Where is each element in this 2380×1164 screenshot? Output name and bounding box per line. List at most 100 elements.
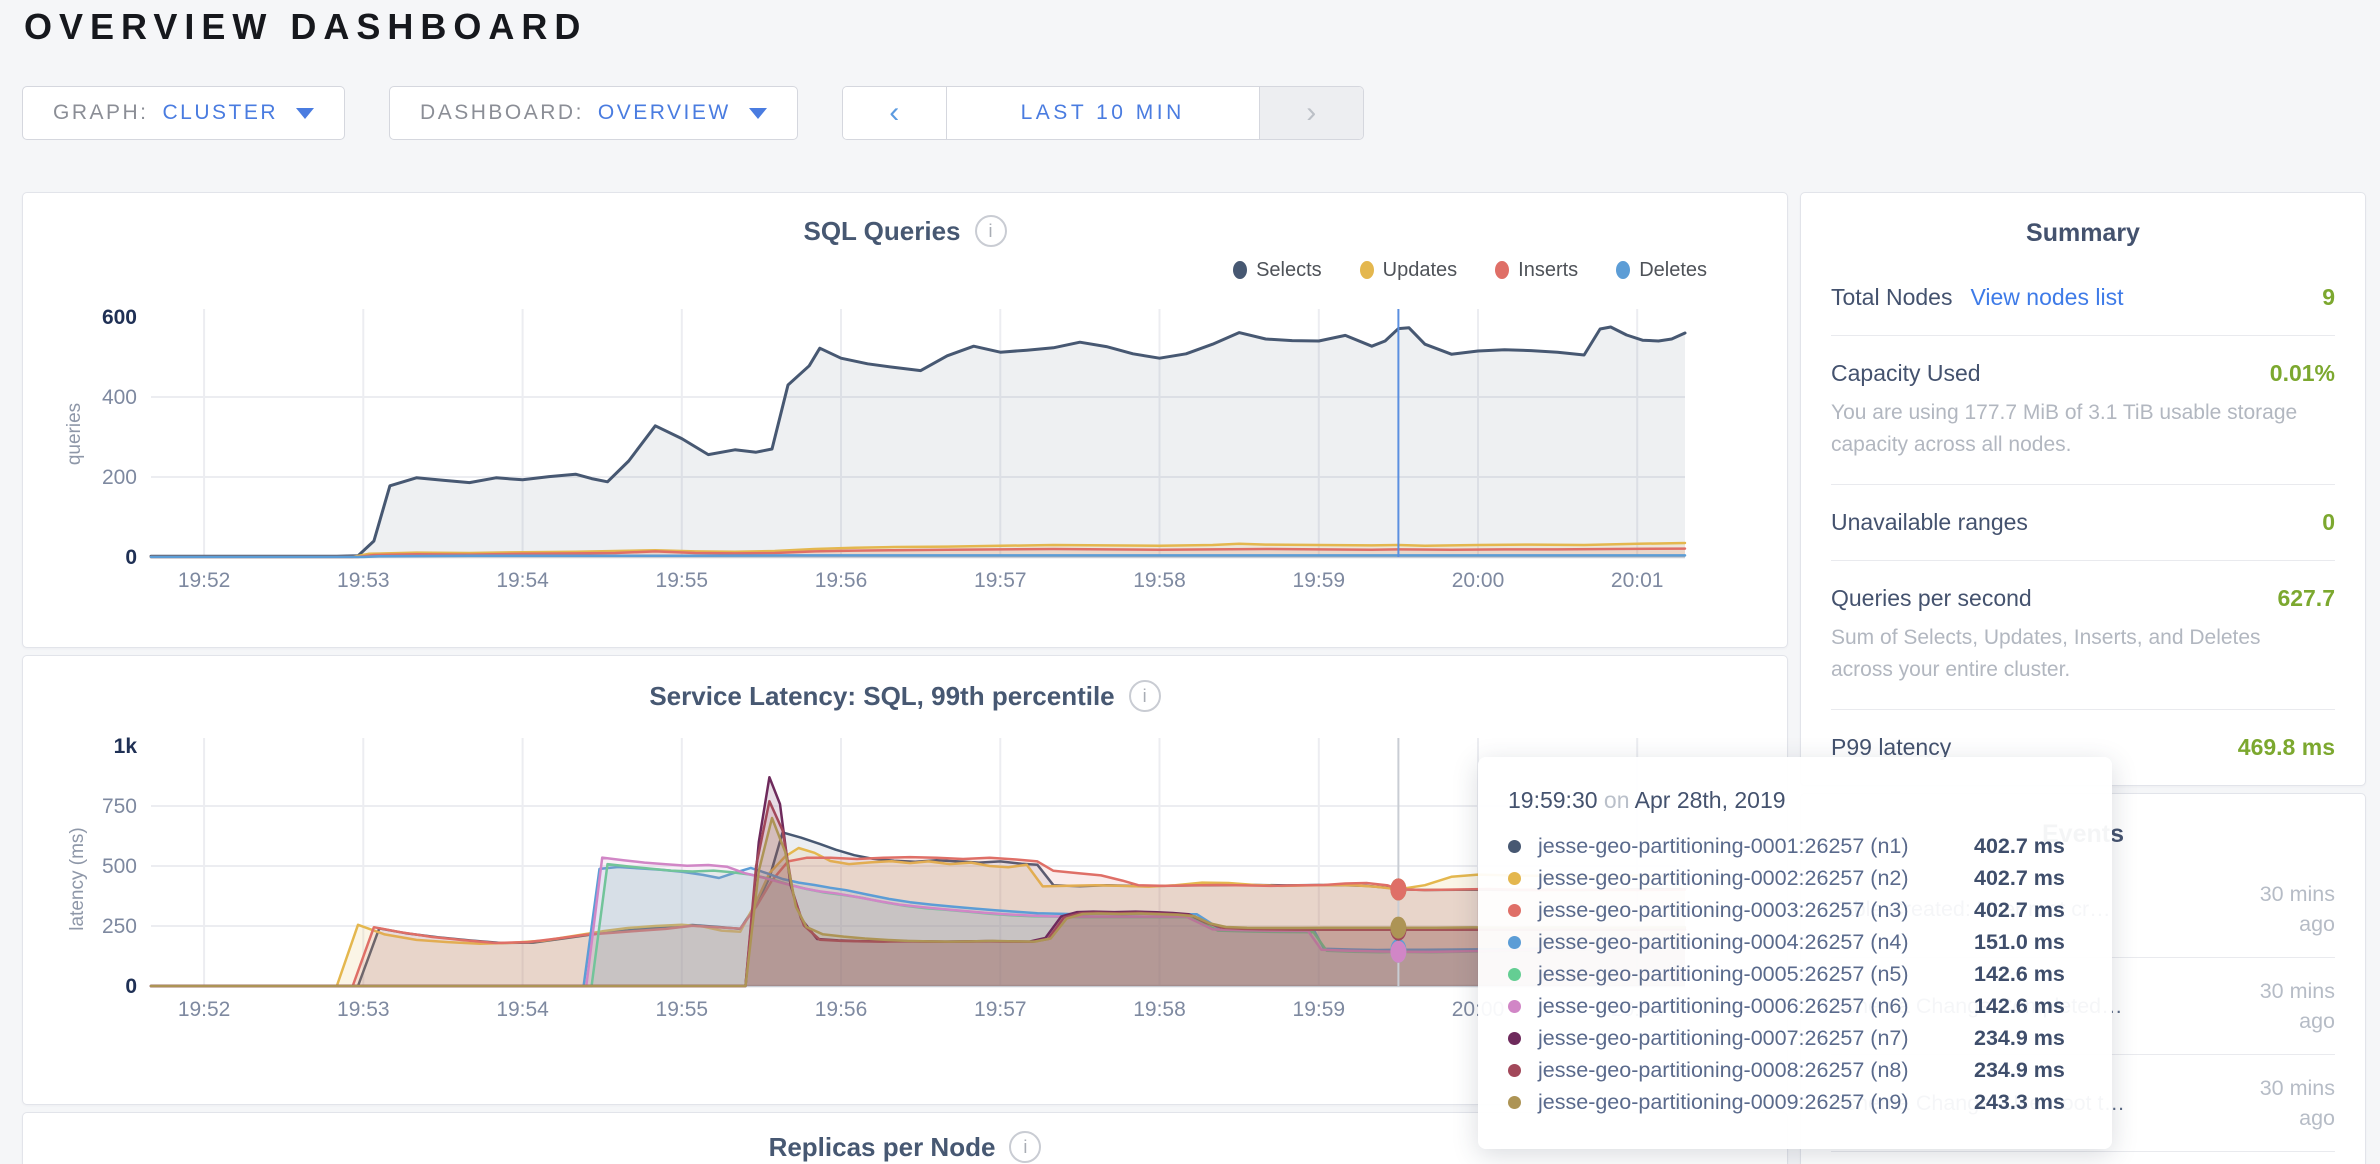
node-latency-value: 402.7 ms bbox=[1974, 897, 2065, 922]
chart-hover-tooltip: 19:59:30 on Apr 28th, 2019 jesse-geo-par… bbox=[1478, 757, 2112, 1149]
node-latency-value: 142.6 ms bbox=[1974, 993, 2065, 1018]
node-latency-value: 402.7 ms bbox=[1974, 865, 2065, 890]
replicas-title: Replicas per Node bbox=[768, 1131, 996, 1162]
graph-dropdown-value: CLUSTER bbox=[162, 101, 279, 124]
updates-dot-icon bbox=[1359, 261, 1374, 279]
svg-text:0: 0 bbox=[125, 546, 137, 569]
dashboard-dropdown[interactable]: DASHBOARD: OVERVIEW bbox=[389, 86, 798, 140]
p99-latency-value: 469.8 ms bbox=[2237, 734, 2335, 760]
tooltip-row: jesse-geo-partitioning-0007:26257 (n7) 2… bbox=[1508, 1022, 2082, 1054]
summary-card: Summary Total Nodes View nodes list 9 Ca… bbox=[1800, 192, 2366, 786]
node-latency-value: 151.0 ms bbox=[1974, 929, 2065, 954]
sql-queries-chart[interactable]: 19:52 19:53 19:54 19:55 19:56 19:57 19:58 19:59… bbox=[23, 299, 1785, 599]
legend-item-inserts[interactable]: Inserts bbox=[1495, 257, 1578, 283]
selects-dot-icon bbox=[1233, 261, 1248, 279]
svg-text:19:53: 19:53 bbox=[337, 998, 390, 1021]
view-nodes-list-link[interactable]: View nodes list bbox=[1970, 284, 2124, 310]
svg-text:19:56: 19:56 bbox=[815, 998, 868, 1021]
p99-latency-label: P99 latency bbox=[1831, 734, 1952, 760]
node-name: jesse-geo-partitioning-0001:26257 (n1) bbox=[1538, 833, 1909, 858]
chevron-down-icon bbox=[296, 107, 315, 119]
dashboard-dropdown-label: DASHBOARD: bbox=[420, 101, 584, 124]
svg-text:20:01: 20:01 bbox=[1611, 569, 1664, 592]
svg-text:19:57: 19:57 bbox=[974, 569, 1027, 592]
chevron-right-icon: › bbox=[1306, 96, 1317, 129]
tooltip-timestamp: 19:59:30 on Apr 28th, 2019 bbox=[1508, 787, 2082, 814]
summary-row-unavailable-ranges: Unavailable ranges 0 bbox=[1831, 485, 2335, 561]
svg-text:19:57: 19:57 bbox=[974, 998, 1027, 1021]
svg-text:19:58: 19:58 bbox=[1133, 998, 1186, 1021]
chevron-down-icon bbox=[748, 107, 767, 119]
sql-queries-title-row: SQL Queries i bbox=[23, 193, 1787, 247]
replicas-title-row: Replicas per Node i bbox=[23, 1113, 1787, 1163]
node-name: jesse-geo-partitioning-0003:26257 (n3) bbox=[1538, 897, 1909, 922]
chevron-left-icon: ‹ bbox=[889, 96, 900, 129]
sql-y-axis-label: queries bbox=[64, 402, 85, 466]
legend-item-selects[interactable]: Selects bbox=[1233, 257, 1322, 283]
svg-text:19:59: 19:59 bbox=[1293, 998, 1346, 1021]
tooltip-time: 19:59:30 bbox=[1508, 787, 1598, 813]
node-name: jesse-geo-partitioning-0006:26257 (n6) bbox=[1538, 993, 1909, 1018]
node-dot-icon bbox=[1508, 967, 1521, 981]
legend-item-updates[interactable]: Updates bbox=[1359, 257, 1458, 283]
node-dot-icon bbox=[1508, 1063, 1521, 1077]
service-latency-title: Service Latency: SQL, 99th percentile bbox=[649, 680, 1115, 711]
node-dot-icon bbox=[1508, 1095, 1521, 1109]
svg-text:250: 250 bbox=[102, 915, 137, 938]
svg-text:19:54: 19:54 bbox=[496, 569, 549, 592]
node-dot-icon bbox=[1508, 903, 1521, 917]
info-icon[interactable]: i bbox=[1128, 680, 1161, 712]
sql-queries-card: SQL Queries i Selects Updates Inserts bbox=[22, 192, 1788, 648]
graph-dropdown-label: GRAPH: bbox=[53, 101, 149, 124]
summary-row-p99-latency: P99 latency 469.8 ms bbox=[1831, 710, 2335, 785]
svg-text:19:58: 19:58 bbox=[1133, 569, 1186, 592]
svg-text:19:54: 19:54 bbox=[496, 998, 549, 1021]
graph-dropdown[interactable]: GRAPH: CLUSTER bbox=[22, 86, 346, 140]
sql-queries-legend: Selects Updates Inserts Deletes bbox=[23, 257, 1707, 283]
tooltip-row: jesse-geo-partitioning-0003:26257 (n3) 4… bbox=[1508, 894, 2082, 926]
latency-y-axis-label: latency (ms) bbox=[67, 827, 88, 931]
qps-value: 627.7 bbox=[2277, 585, 2335, 611]
tooltip-row: jesse-geo-partitioning-0004:26257 (n4) 1… bbox=[1508, 926, 2082, 958]
time-range-value[interactable]: LAST 10 MIN bbox=[1020, 101, 1185, 124]
tooltip-row: jesse-geo-partitioning-0008:26257 (n8) 2… bbox=[1508, 1054, 2082, 1086]
dashboard-dropdown-value: OVERVIEW bbox=[597, 101, 731, 124]
summary-row-capacity-used: Capacity Used 0.01% You are using 177.7 … bbox=[1831, 336, 2335, 485]
tooltip-row: jesse-geo-partitioning-0005:26257 (n5) 1… bbox=[1508, 958, 2082, 990]
event-time: 30 mins ago bbox=[2259, 978, 2335, 1033]
tooltip-row: jesse-geo-partitioning-0002:26257 (n2) 4… bbox=[1508, 862, 2082, 894]
node-name: jesse-geo-partitioning-0004:26257 (n4) bbox=[1538, 929, 1909, 954]
sql-queries-title: SQL Queries bbox=[803, 215, 961, 246]
node-name: jesse-geo-partitioning-0007:26257 (n7) bbox=[1538, 1025, 1909, 1050]
node-name: jesse-geo-partitioning-0005:26257 (n5) bbox=[1538, 961, 1909, 986]
event-time: 30 mins ago bbox=[2259, 881, 2335, 936]
info-icon[interactable]: i bbox=[974, 215, 1007, 247]
legend-item-deletes[interactable]: Deletes bbox=[1616, 257, 1707, 283]
node-latency-value: 243.3 ms bbox=[1974, 1089, 2065, 1114]
legend-label: Updates bbox=[1382, 258, 1458, 281]
node-dot-icon bbox=[1508, 871, 1521, 885]
node-name: jesse-geo-partitioning-0002:26257 (n2) bbox=[1538, 865, 1909, 890]
legend-label: Deletes bbox=[1639, 258, 1707, 281]
info-icon[interactable]: i bbox=[1009, 1131, 1042, 1163]
svg-text:750: 750 bbox=[102, 795, 137, 818]
summary-row-total-nodes: Total Nodes View nodes list 9 bbox=[1831, 260, 2335, 336]
service-latency-chart[interactable]: 19:52 19:53 19:54 19:55 19:56 19:57 19:58 19:59… bbox=[23, 728, 1785, 1028]
node-dot-icon bbox=[1508, 839, 1521, 853]
time-prev-button[interactable]: ‹ bbox=[842, 87, 947, 139]
summary-title: Summary bbox=[2026, 219, 2140, 247]
svg-text:500: 500 bbox=[102, 855, 137, 878]
capacity-used-label: Capacity Used bbox=[1831, 360, 1981, 386]
total-nodes-value: 9 bbox=[2322, 284, 2335, 310]
tooltip-on: on bbox=[1603, 787, 1630, 813]
qps-label: Queries per second bbox=[1831, 585, 2032, 611]
svg-text:19:56: 19:56 bbox=[815, 569, 868, 592]
time-next-button[interactable]: › bbox=[1258, 87, 1363, 139]
service-latency-title-row: Service Latency: SQL, 99th percentile i bbox=[23, 656, 1787, 712]
node-latency-value: 402.7 ms bbox=[1974, 833, 2065, 858]
svg-text:19:55: 19:55 bbox=[656, 998, 709, 1021]
capacity-used-description: You are using 177.7 MiB of 3.1 TiB usabl… bbox=[1831, 401, 2298, 456]
svg-text:19:59: 19:59 bbox=[1293, 569, 1346, 592]
node-latency-value: 234.9 ms bbox=[1974, 1025, 2065, 1050]
node-latency-value: 234.9 ms bbox=[1974, 1057, 2065, 1082]
